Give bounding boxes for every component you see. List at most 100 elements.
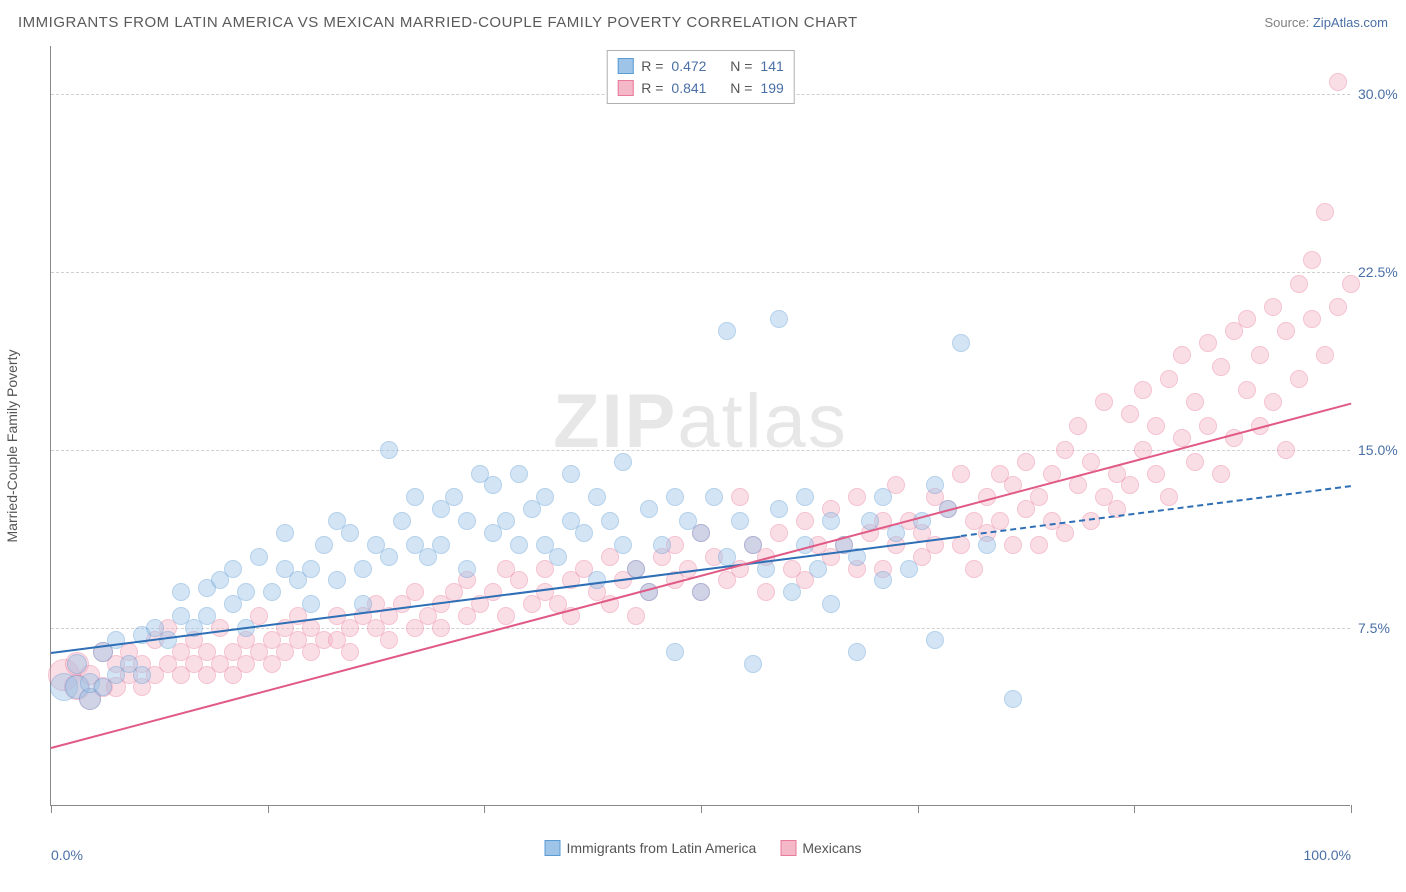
scatter-point-latin [562,465,580,483]
legend-item-latin: Immigrants from Latin America [545,840,757,856]
scatter-point-latin [666,643,684,661]
scatter-point-latin [978,536,996,554]
x-tick [1134,805,1135,813]
scatter-point-mex [1329,298,1347,316]
scatter-point-latin [796,488,814,506]
scatter-point-mex [1303,251,1321,269]
scatter-point-mex [1290,370,1308,388]
legend-label: Mexicans [802,840,861,856]
scatter-point-latin [809,560,827,578]
scatter-point-latin [536,488,554,506]
scatter-point-latin [406,488,424,506]
scatter-point-latin [133,666,151,684]
scatter-point-mex [1264,393,1282,411]
scatter-point-mex [1316,203,1334,221]
y-tick-label: 15.0% [1358,442,1406,458]
scatter-point-latin [731,512,749,530]
source-attribution: Source: ZipAtlas.com [1264,15,1388,30]
scatter-point-latin [783,583,801,601]
n-value: 199 [760,77,783,99]
scatter-point-mex [406,583,424,601]
scatter-point-latin [692,583,710,601]
legend-item-mex: Mexicans [780,840,861,856]
scatter-point-latin [692,524,710,542]
scatter-point-mex [1004,536,1022,554]
scatter-point-latin [848,643,866,661]
r-label: R = [641,55,663,77]
trendline-mex [51,402,1352,748]
n-label: N = [730,55,752,77]
watermark-bold: ZIP [553,379,677,464]
x-tick [701,805,702,813]
scatter-point-latin [705,488,723,506]
scatter-point-mex [1056,524,1074,542]
scatter-point-latin [874,488,892,506]
x-tick [268,805,269,813]
scatter-point-latin [393,512,411,530]
legend-swatch-mex [780,840,796,856]
scatter-point-latin [328,571,346,589]
scatter-point-latin [822,512,840,530]
scatter-point-mex [1160,488,1178,506]
correlation-legend-row-mex: R = 0.841 N = 199 [617,77,784,99]
scatter-point-mex [1147,417,1165,435]
scatter-point-mex [1186,453,1204,471]
scatter-point-latin [315,536,333,554]
scatter-point-mex [1017,453,1035,471]
scatter-point-latin [237,583,255,601]
scatter-point-mex [1277,322,1295,340]
r-value: 0.472 [671,55,706,77]
scatter-point-mex [1147,465,1165,483]
scatter-point-latin [380,548,398,566]
scatter-point-mex [1212,465,1230,483]
scatter-point-latin [770,310,788,328]
source-prefix: Source: [1264,15,1312,30]
scatter-point-mex [341,643,359,661]
watermark-light: atlas [677,379,848,464]
scatter-point-latin [822,595,840,613]
scatter-point-mex [1030,536,1048,554]
scatter-point-mex [1173,346,1191,364]
scatter-point-mex [1251,346,1269,364]
scatter-point-mex [770,524,788,542]
scatter-point-latin [380,441,398,459]
scatter-point-mex [1082,453,1100,471]
scatter-point-latin [172,583,190,601]
source-link[interactable]: ZipAtlas.com [1313,15,1388,30]
scatter-point-latin [900,560,918,578]
scatter-point-latin [341,524,359,542]
chart-title: IMMIGRANTS FROM LATIN AMERICA VS MEXICAN… [18,14,858,31]
scatter-point-latin [744,655,762,673]
y-tick-label: 22.5% [1358,264,1406,280]
scatter-point-mex [965,560,983,578]
series-legend: Immigrants from Latin America Mexicans [545,840,862,856]
legend-swatch-latin [617,58,633,74]
legend-label: Immigrants from Latin America [567,840,757,856]
scatter-point-latin [601,512,619,530]
scatter-point-mex [848,488,866,506]
scatter-point-mex [1186,393,1204,411]
scatter-point-mex [1056,441,1074,459]
scatter-point-latin [666,488,684,506]
scatter-point-latin [874,571,892,589]
scatter-point-mex [731,488,749,506]
scatter-point-latin [302,595,320,613]
scatter-point-mex [1212,358,1230,376]
scatter-point-latin [67,654,87,674]
scatter-point-mex [1238,381,1256,399]
x-tick-label: 0.0% [51,847,83,863]
scatter-point-latin [614,453,632,471]
x-tick [1351,805,1352,813]
scatter-point-latin [250,548,268,566]
scatter-point-latin [484,476,502,494]
scatter-point-mex [1134,381,1152,399]
scatter-point-latin [640,500,658,518]
scatter-point-latin [497,512,515,530]
scatter-point-latin [510,465,528,483]
zipatlas-watermark: ZIPatlas [553,378,848,465]
scatter-point-mex [432,619,450,637]
scatter-point-mex [1173,429,1191,447]
scatter-point-mex [1264,298,1282,316]
scatter-point-mex [1030,488,1048,506]
scatter-point-latin [263,583,281,601]
